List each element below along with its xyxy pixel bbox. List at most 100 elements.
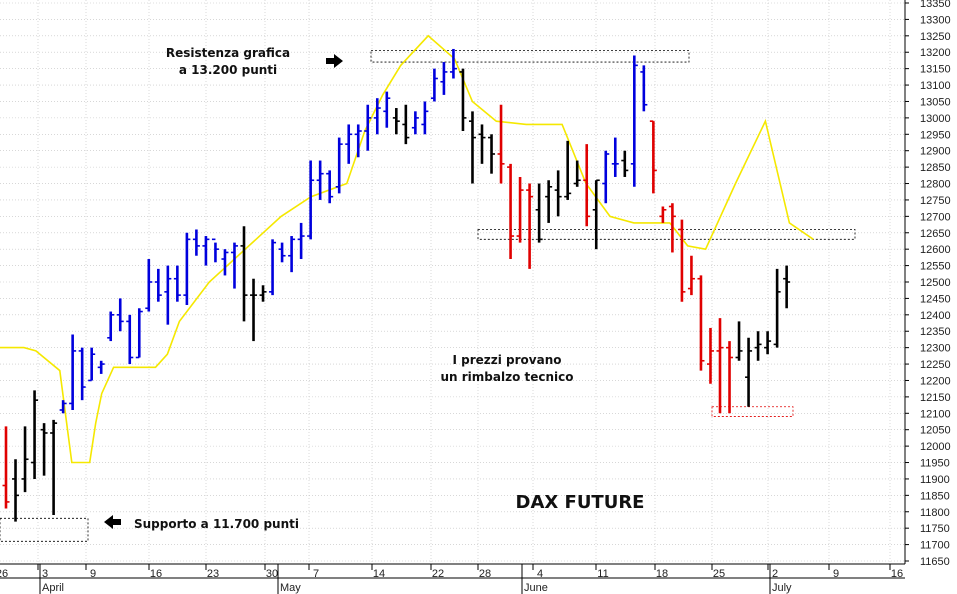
annotation-rebound-line2: un rimbalzo tecnico — [440, 370, 573, 384]
y-tick-label: 12200 — [920, 375, 951, 387]
ohlc-bar — [526, 183, 534, 269]
ohlc-bar — [687, 255, 695, 296]
y-tick-label: 12000 — [920, 441, 951, 453]
y-tick-label: 13100 — [920, 80, 951, 92]
ohlc-bar — [250, 278, 258, 342]
annotation-resistance-line2: a 13.200 punti — [179, 63, 277, 77]
ohlc-bar — [221, 249, 229, 276]
ohlc-bar — [12, 459, 20, 522]
y-tick-label: 12900 — [920, 146, 951, 158]
ohlc-bar — [211, 238, 219, 263]
month-label: June — [524, 582, 548, 594]
ohlc-bar — [326, 170, 334, 204]
y-tick-label: 11650 — [920, 556, 950, 568]
level-box-low-support — [711, 406, 794, 417]
level-boxes — [0, 50, 856, 542]
y-tick-label: 13000 — [920, 113, 951, 125]
x-tick-label: 4 — [537, 568, 543, 580]
ohlc-bar — [478, 124, 486, 164]
level-box-support — [0, 517, 89, 542]
ohlc-bar — [192, 229, 200, 256]
ohlc-bar — [135, 308, 143, 359]
ohlc-bar — [116, 298, 124, 332]
y-tick-label: 13350 — [920, 0, 951, 10]
y-tick-label: 12500 — [920, 277, 951, 289]
ohlc-bar — [535, 183, 543, 243]
x-tick-label: 18 — [656, 568, 668, 580]
month-label: May — [280, 582, 301, 594]
y-tick-label: 13300 — [920, 14, 951, 26]
y-tick-label: 11850 — [920, 490, 950, 502]
ohlc-bar — [440, 62, 448, 95]
ohlc-bar — [497, 104, 505, 184]
ohlc-bar — [430, 68, 438, 102]
ohlc-bar — [754, 331, 762, 361]
ohlc-bar — [297, 222, 305, 260]
y-tick-label: 11700 — [920, 540, 950, 552]
ohlc-bar — [202, 236, 210, 266]
month-label: July — [772, 582, 792, 594]
y-tick-label: 12250 — [920, 359, 951, 371]
ohlc-bar — [659, 206, 667, 223]
y-tick-label: 12800 — [920, 179, 951, 191]
ohlc-bar — [764, 331, 772, 355]
ohlc-bar — [59, 400, 67, 414]
ohlc-bar — [773, 268, 781, 348]
y-tick-label: 13250 — [920, 31, 951, 43]
ohlc-bar — [278, 242, 286, 263]
ohlc-bar — [31, 390, 39, 479]
ohlc-bar — [611, 137, 619, 177]
ohlc-bar — [288, 236, 296, 273]
y-tick-label: 12350 — [920, 326, 951, 338]
x-tick-label: 16 — [150, 568, 162, 580]
ohlc-bar — [69, 334, 77, 411]
ohlc-bar — [78, 347, 86, 401]
ohlc-bar — [411, 111, 419, 135]
ohlc-bar — [678, 219, 686, 302]
ohlc-bar — [668, 203, 676, 253]
ohlc-bar — [592, 179, 600, 250]
arrow-right-icon — [326, 54, 343, 68]
y-tick-label: 11800 — [920, 507, 950, 519]
x-tick-label: 28 — [479, 568, 491, 580]
x-tick-label: 30 — [266, 568, 278, 580]
y-tick-label: 11950 — [920, 458, 950, 470]
ohlc-bar — [564, 140, 572, 200]
y-tick-label: 12100 — [920, 408, 951, 420]
ohlc-bar — [697, 275, 705, 371]
x-tick-label: 25 — [713, 568, 725, 580]
y-tick-label: 11750 — [920, 523, 950, 535]
ohlc-bar — [173, 265, 181, 302]
y-tick-label: 12050 — [920, 425, 951, 437]
ohlc-bar — [783, 265, 791, 309]
y-tick-label: 12700 — [920, 211, 951, 223]
ohlc-bar — [126, 314, 134, 365]
ohlc-bar — [392, 108, 400, 135]
ohlc-bar — [630, 55, 638, 187]
ohlc-bar — [621, 150, 629, 177]
chart-title: DAX FUTURE — [516, 492, 645, 513]
x-tick-label: 9 — [833, 568, 839, 580]
level-box-resistance — [370, 50, 690, 63]
ohlc-bar — [573, 160, 581, 187]
y-tick-label: 12650 — [920, 228, 951, 240]
ohlc-bars — [2, 48, 791, 522]
ohlc-bar — [583, 144, 591, 227]
y-tick-label: 13150 — [920, 64, 951, 76]
level-box-mid-resistance — [477, 229, 856, 240]
y-tick-label: 12950 — [920, 129, 951, 141]
y-tick-label: 12400 — [920, 310, 951, 322]
ohlc-bar — [449, 48, 457, 79]
ohlc-bar — [107, 311, 115, 342]
x-tick-label: 2 — [772, 568, 778, 580]
x-tick-label: 23 — [207, 568, 219, 580]
annotation-rebound-line1: I prezzi provano — [452, 353, 561, 367]
ohlc-bar — [735, 321, 743, 361]
ohlc-bar — [364, 104, 372, 151]
annotations: Resistenza grafica a 13.200 punti I prezzi… — [104, 46, 644, 531]
ohlc-bar — [345, 124, 353, 164]
ohlc-bar — [507, 163, 515, 260]
x-tick-label: 22 — [432, 568, 444, 580]
y-tick-label: 11900 — [920, 474, 950, 486]
